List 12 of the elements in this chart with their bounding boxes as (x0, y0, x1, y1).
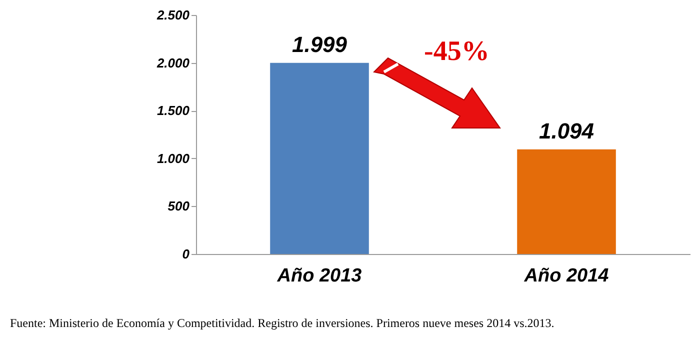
data-label: 1.094 (538, 118, 594, 144)
y-tick-label: 1.500 (156, 103, 190, 118)
source-note: Fuente: Ministerio de Economía y Competitividad. Registro de inversiones. Primeros nueve meses 2014 vs.2013. (10, 316, 554, 331)
y-tick-label: 0 (182, 246, 190, 262)
y-tick-label: 2.500 (156, 8, 190, 22)
y-tick-label: 1.000 (156, 150, 190, 166)
y-tick-label: 2.000 (156, 55, 190, 70)
x-tick-label: Año 2013 (276, 266, 362, 286)
data-label: 1.999 (292, 32, 348, 57)
y-tick-label: 500 (168, 198, 190, 214)
annotation: -45% (424, 36, 490, 68)
x-tick-label: Año 2014 (523, 266, 610, 286)
